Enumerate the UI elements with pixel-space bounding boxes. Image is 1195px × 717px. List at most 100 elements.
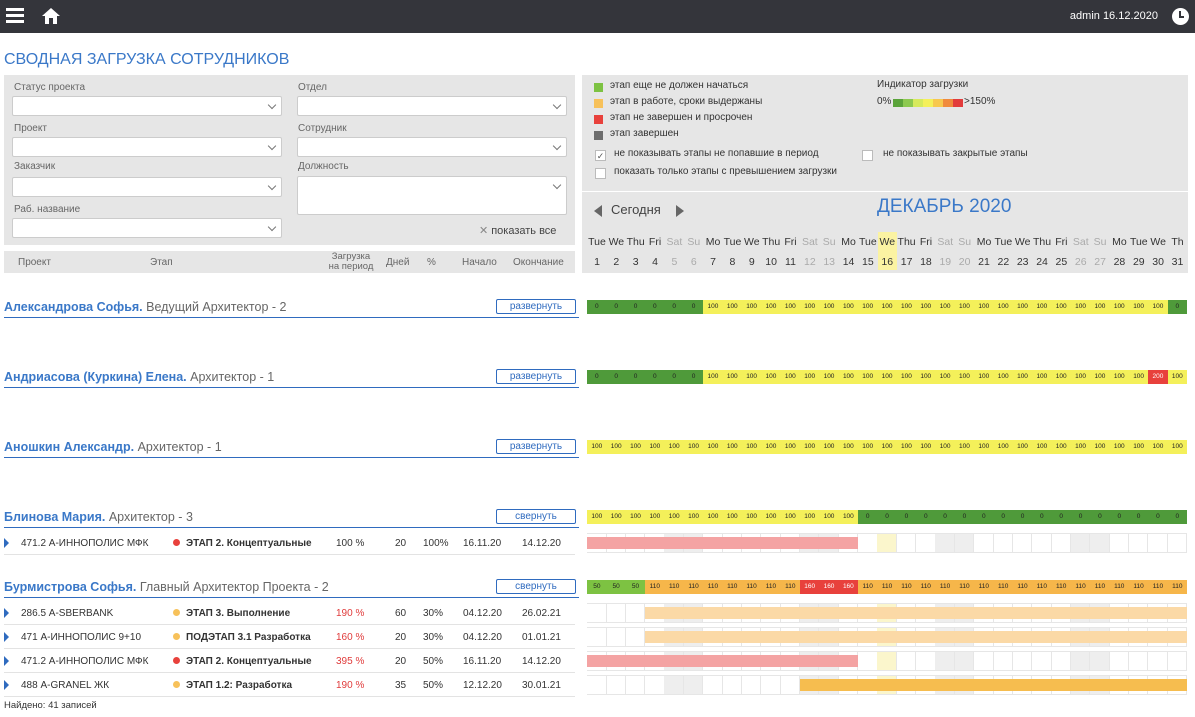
load-cell: 100: [1167, 440, 1188, 454]
expand-icon[interactable]: [4, 632, 9, 642]
department-select[interactable]: [297, 96, 567, 116]
gantt-cell: [1090, 533, 1110, 553]
status-dot: [173, 657, 180, 664]
employee-name[interactable]: Александрова Софья. Ведущий Архитектор -…: [4, 300, 287, 314]
task-row[interactable]: 488 А-GRANEL ЖК ЭТАП 1.2: Разработка 190 %…: [4, 674, 575, 696]
today-button[interactable]: Сегодня: [611, 202, 661, 217]
day-number[interactable]: 23: [1016, 256, 1029, 268]
show-all-link[interactable]: ✕ показать все: [479, 224, 556, 237]
day-number[interactable]: 17: [900, 256, 913, 268]
day-number[interactable]: 30: [1152, 256, 1164, 268]
day-number[interactable]: 2: [613, 256, 620, 268]
load-cell: 100: [1090, 370, 1110, 384]
close-icon: ✕: [479, 225, 489, 237]
day-number[interactable]: 6: [690, 256, 697, 268]
menu-icon[interactable]: [6, 8, 24, 24]
day-number[interactable]: 20: [958, 256, 971, 268]
load-cell: 100: [625, 440, 646, 454]
load-cell: 110: [683, 580, 704, 594]
task-divider: [4, 672, 575, 673]
task-start: 16.11.20: [463, 538, 502, 549]
toggle-button[interactable]: развернуть: [496, 439, 576, 454]
day-number[interactable]: 1: [594, 256, 600, 268]
option-label[interactable]: не показывать закрытые этапы: [883, 148, 1028, 159]
task-row[interactable]: 286.5 А-SBERBANK ЭТАП 3. Выполнение 190 % 6…: [4, 602, 575, 624]
task-start: 04.12.20: [463, 608, 502, 619]
load-cell: 100: [761, 510, 781, 524]
employee-surname[interactable]: Блинова Мария.: [4, 510, 106, 524]
status-select[interactable]: [12, 96, 282, 116]
expand-icon[interactable]: [4, 538, 9, 548]
day-number[interactable]: 5: [671, 256, 678, 268]
option-checkbox[interactable]: [862, 150, 873, 161]
position-select[interactable]: [297, 176, 567, 215]
day-number[interactable]: 9: [748, 256, 755, 268]
day-number[interactable]: 31: [1171, 256, 1184, 268]
user-label[interactable]: admin 16.12.2020: [1069, 10, 1158, 22]
gantt-cell: [993, 651, 1013, 671]
toggle-button[interactable]: развернуть: [496, 369, 576, 384]
employee-select[interactable]: [297, 137, 567, 157]
employee-surname[interactable]: Александрова Софья.: [4, 300, 143, 314]
employee-name[interactable]: Блинова Мария. Архитектор - 3: [4, 510, 193, 524]
gantt-bar[interactable]: [799, 679, 1187, 691]
expand-icon[interactable]: [4, 680, 9, 690]
day-number[interactable]: 11: [785, 256, 796, 268]
day-number[interactable]: 4: [652, 256, 658, 268]
next-month-icon[interactable]: [676, 205, 684, 217]
day-number[interactable]: 3: [632, 256, 639, 268]
load-cell: 100: [1070, 300, 1091, 314]
workname-select[interactable]: [12, 218, 282, 238]
day-number[interactable]: 25: [1055, 256, 1068, 268]
day-number[interactable]: 16: [881, 256, 894, 268]
load-cell: 100: [722, 370, 743, 384]
option-checkbox[interactable]: ✓: [595, 150, 606, 161]
employee-surname[interactable]: Бурмистрова Софья.: [4, 580, 137, 594]
day-number[interactable]: 15: [862, 256, 874, 268]
task-row[interactable]: 471 А-ИННОПОЛИС 9+10 ПОДЭТАП 3.1 Разработ…: [4, 626, 575, 648]
day-number[interactable]: 22: [997, 256, 1010, 268]
day-number[interactable]: 7: [710, 256, 717, 268]
expand-icon[interactable]: [4, 656, 9, 666]
clock-icon[interactable]: [1172, 8, 1189, 25]
day-number[interactable]: 12: [804, 256, 816, 268]
day-number[interactable]: 19: [939, 256, 952, 268]
gantt-bar[interactable]: [645, 631, 1187, 643]
gantt-cell: [896, 533, 917, 553]
home-icon[interactable]: [40, 6, 62, 26]
day-number[interactable]: 13: [823, 256, 836, 268]
day-number[interactable]: 29: [1132, 256, 1145, 268]
weekday-label: Mo: [1112, 236, 1127, 248]
employee-name[interactable]: Андриасова (Куркина) Елена. Архитектор -…: [4, 370, 274, 384]
day-number[interactable]: 26: [1074, 256, 1087, 268]
prev-month-icon[interactable]: [594, 205, 602, 217]
gantt-bar[interactable]: [645, 607, 1187, 619]
day-number[interactable]: 28: [1113, 256, 1126, 268]
toggle-button[interactable]: развернуть: [496, 299, 576, 314]
option-label[interactable]: не показывать этапы не попавшие в период: [614, 148, 819, 159]
employee-name[interactable]: Бурмистрова Софья. Главный Архитектор Пр…: [4, 580, 329, 594]
option-label[interactable]: показать только этапы с превышением загр…: [614, 166, 838, 177]
employee-surname[interactable]: Андриасова (Куркина) Елена.: [4, 370, 187, 384]
day-number[interactable]: 14: [842, 256, 855, 268]
customer-select[interactable]: [12, 177, 282, 197]
toggle-button[interactable]: свернуть: [496, 509, 576, 524]
employee-name[interactable]: Аношкин Александр. Архитектор - 1: [4, 440, 222, 454]
task-row[interactable]: 471.2 А-ИННОПОЛИС МФК ЭТАП 2. Концептуаль…: [4, 532, 575, 554]
day-number[interactable]: 8: [729, 256, 736, 268]
load-cell: 100: [915, 300, 936, 314]
expand-icon[interactable]: [4, 608, 9, 618]
day-number[interactable]: 24: [1036, 256, 1048, 268]
gantt-bar[interactable]: [587, 655, 858, 667]
day-number[interactable]: 21: [978, 256, 990, 268]
day-number[interactable]: 18: [920, 256, 932, 268]
day-number[interactable]: 27: [1094, 256, 1106, 268]
option-checkbox[interactable]: [595, 168, 606, 179]
load-cell: 110: [1109, 580, 1130, 594]
toggle-button[interactable]: свернуть: [496, 579, 576, 594]
day-number[interactable]: 10: [765, 256, 777, 268]
gantt-bar[interactable]: [587, 537, 858, 549]
project-select[interactable]: [12, 137, 282, 157]
task-row[interactable]: 471.2 А-ИННОПОЛИС МФК ЭТАП 2. Концептуаль…: [4, 650, 575, 672]
employee-surname[interactable]: Аношкин Александр.: [4, 440, 135, 454]
